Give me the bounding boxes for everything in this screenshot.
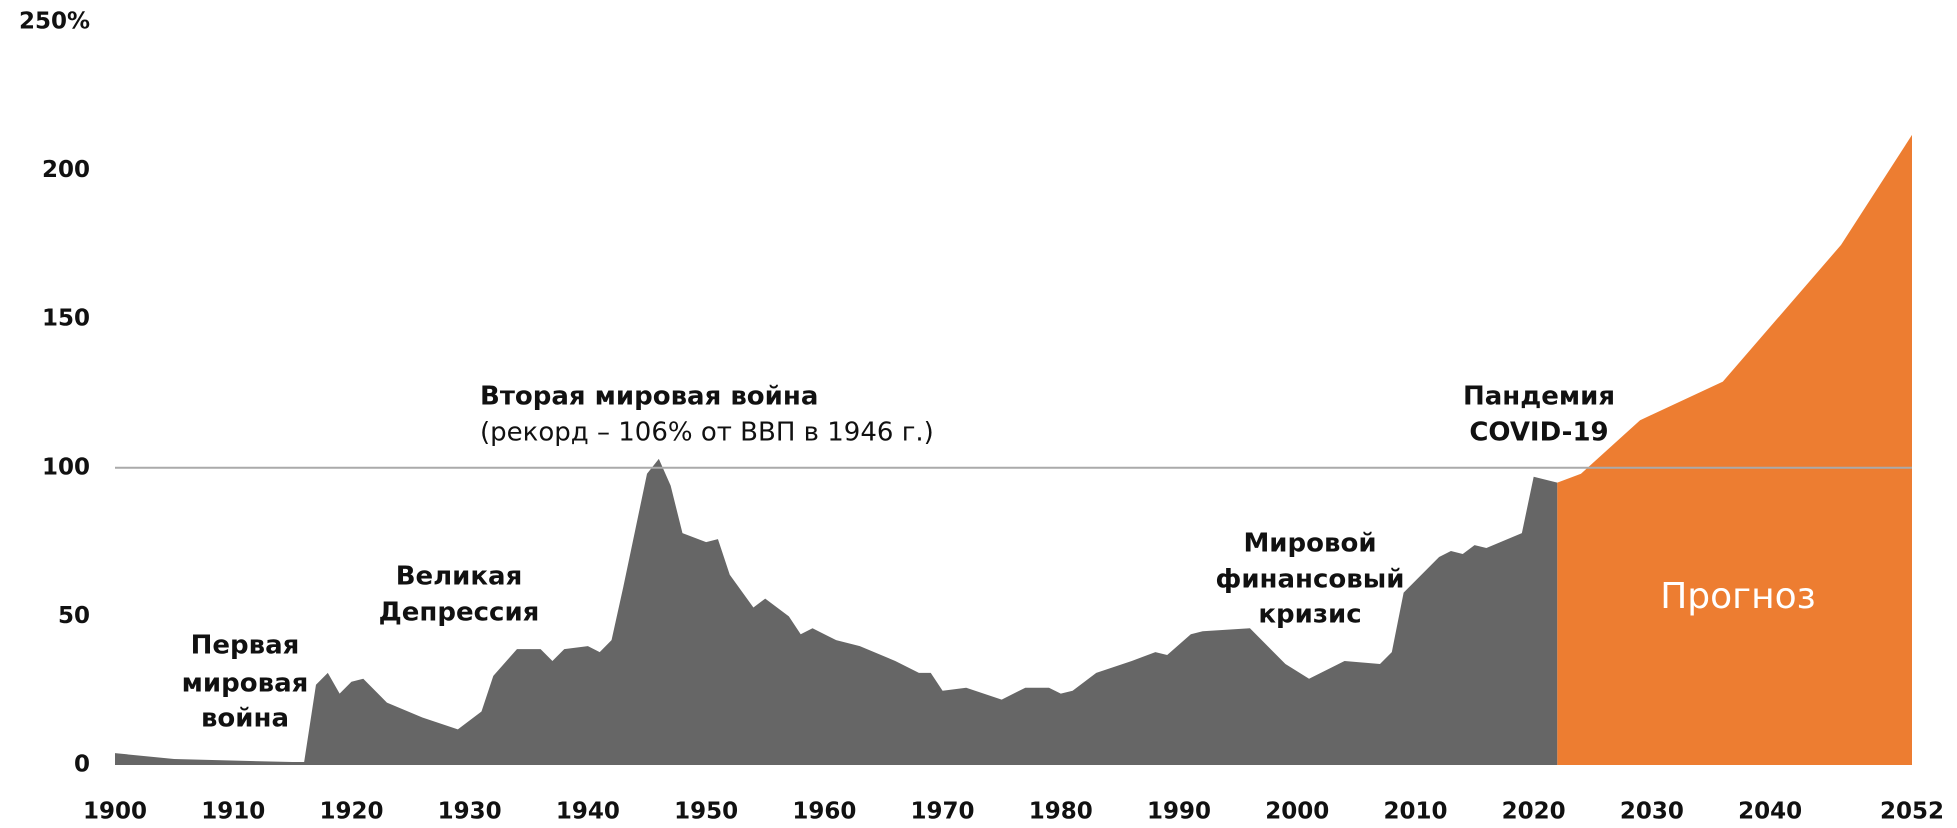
x-tick-label: 2020 xyxy=(1502,799,1566,825)
x-tick-label: 1950 xyxy=(674,799,738,825)
annotation: война xyxy=(201,704,289,734)
plot-area xyxy=(115,134,1912,765)
annotation: COVID-19 xyxy=(1469,418,1608,448)
x-tick-label: 1920 xyxy=(319,799,383,825)
x-tick-label: 1990 xyxy=(1147,799,1211,825)
x-tick-label: 2040 xyxy=(1738,799,1802,825)
forecast-label: Прогноз xyxy=(1660,576,1816,617)
area xyxy=(115,458,1558,765)
x-tick-label: 2000 xyxy=(1265,799,1329,825)
y-tick-label: 100 xyxy=(42,454,90,480)
x-tick-label: 2030 xyxy=(1620,799,1684,825)
y-tick-label: 250% xyxy=(19,9,90,35)
annotation: Депрессия xyxy=(379,598,540,628)
x-tick-label: 1940 xyxy=(556,799,620,825)
x-tick-label: 1970 xyxy=(911,799,975,825)
x-tick-label: 2052 xyxy=(1880,799,1944,825)
x-tick-label: 1930 xyxy=(438,799,502,825)
annotation: Мировой xyxy=(1243,529,1376,559)
annotation: Пандемия xyxy=(1463,382,1615,412)
annotation: Вторая мировая война xyxy=(480,382,818,412)
y-tick-label: 0 xyxy=(74,752,90,778)
area xyxy=(1557,134,1912,765)
annotation: кризис xyxy=(1258,600,1361,630)
x-tick-label: 1980 xyxy=(1029,799,1093,825)
annotation: финансовый xyxy=(1216,565,1405,595)
x-tick-label: 1910 xyxy=(201,799,265,825)
y-tick-label: 150 xyxy=(42,306,90,332)
annotation: (рекорд – 106% от ВВП в 1946 г.) xyxy=(480,418,934,448)
y-tick-label: 50 xyxy=(58,603,90,629)
annotations: Первая мировая война Великая Депрессия В… xyxy=(182,382,1615,734)
annotation: Первая xyxy=(191,631,300,661)
annotation: мировая xyxy=(182,669,309,699)
x-tick-label: 1900 xyxy=(83,799,147,825)
x-tick-label: 2010 xyxy=(1383,799,1447,825)
x-tick-label: 1960 xyxy=(792,799,856,825)
annotation: Великая xyxy=(396,562,523,592)
y-tick-label: 200 xyxy=(42,157,90,183)
